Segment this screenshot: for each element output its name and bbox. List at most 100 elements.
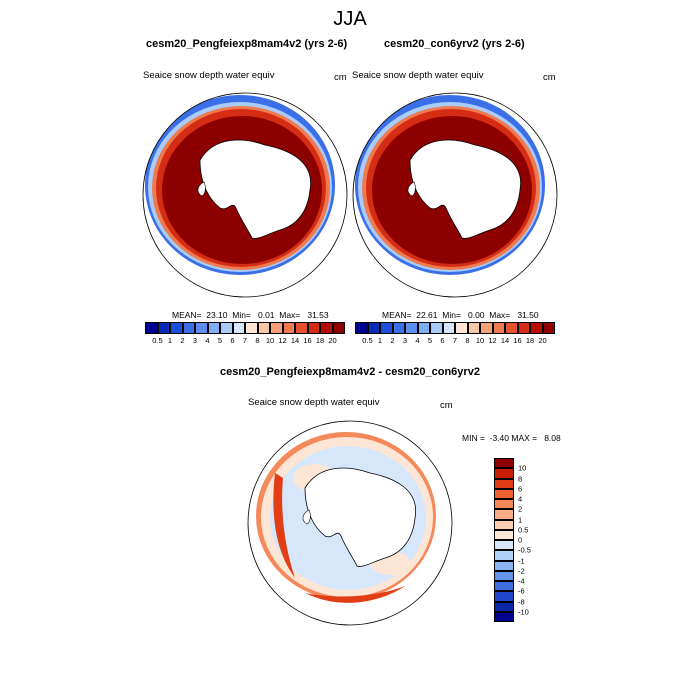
- panel-1-variable: Seaice snow depth water equiv: [143, 70, 275, 81]
- diff-colorbar: [494, 458, 514, 622]
- diff-colorbar-tick-label: 10: [518, 463, 527, 473]
- left-colorbar-tick-label: 4: [205, 336, 210, 345]
- left-colorbar-swatch: [170, 322, 183, 334]
- left-colorbar-swatch: [207, 322, 220, 334]
- right-colorbar-swatch: [505, 322, 518, 334]
- left-colorbar-tick-label: 16: [303, 336, 312, 345]
- panel-2-title: cesm20_con6yrv2 (yrs 2-6): [384, 38, 525, 50]
- left-colorbar-tick-label: 3: [192, 336, 198, 345]
- panel-2-stats: MEAN= 22.61 Min= 0.00 Max= 31.50: [382, 310, 539, 320]
- left-colorbar-swatch: [220, 322, 233, 334]
- diff-colorbar-tick-label: 1: [518, 515, 523, 524]
- right-colorbar-swatch: [442, 322, 455, 334]
- right-colorbar-swatch: [467, 322, 480, 334]
- panel-2-unit: cm: [543, 72, 556, 83]
- panel-1-unit: cm: [334, 72, 347, 83]
- right-colorbar-tick-label: 0.5: [362, 336, 373, 345]
- left-colorbar-tick-label: 7: [242, 336, 248, 345]
- left-colorbar-swatch: [270, 322, 283, 334]
- panel-1-title: cesm20_Pengfeiexp8mam4v2 (yrs 2-6): [146, 38, 348, 50]
- right-colorbar-swatch: [392, 322, 405, 334]
- left-colorbar-tick-label: 5: [217, 336, 223, 345]
- diff-colorbar-swatch: [494, 611, 514, 622]
- right-colorbar-tick-label: 2: [390, 336, 395, 345]
- left-colorbar-swatch: [157, 322, 170, 334]
- panel-1-stats: MEAN= 23.10 Min= 0.01 Max= 31.53: [172, 310, 329, 320]
- right-colorbar-swatch: [517, 322, 530, 334]
- diff-colorbar-tick-label: 6: [518, 484, 523, 494]
- diff-colorbar-tick-label: -4: [518, 576, 525, 586]
- right-colorbar-tick-label: 10: [475, 336, 485, 345]
- left-colorbar-swatch: [182, 322, 195, 334]
- right-colorbar-swatch: [380, 322, 393, 334]
- left-colorbar-swatch: [232, 322, 245, 334]
- left-colorbar-swatch: [307, 322, 320, 334]
- right-colorbar-tick-label: 5: [427, 336, 433, 345]
- colorbar-left: 0.5 1 2 3 4 5 6 7 8 10 12 14 16 18 20: [145, 322, 345, 345]
- diff-colorbar-tick-label: -1: [518, 556, 525, 565]
- right-colorbar-swatch: [405, 322, 418, 334]
- right-colorbar-swatch: [480, 322, 493, 334]
- diff-colorbar-tick-label: 8: [518, 474, 523, 483]
- diff-colorbar-swatch: [494, 570, 514, 581]
- right-colorbar-tick-label: 4: [415, 336, 420, 345]
- diff-colorbar-swatch: [494, 581, 514, 592]
- diff-colorbar-tick-label: 4: [518, 494, 523, 504]
- right-colorbar-tick-label: 16: [513, 336, 522, 345]
- left-colorbar-tick-label: 14: [290, 336, 300, 345]
- right-colorbar-swatch: [417, 322, 430, 334]
- right-colorbar-swatch: [492, 322, 505, 334]
- diff-colorbar-swatch: [494, 519, 514, 530]
- right-colorbar-tick-label: 3: [402, 336, 408, 345]
- panel-1-map: [142, 92, 348, 298]
- diff-colorbar-tick-label: 0: [518, 535, 523, 545]
- right-colorbar-swatch: [367, 322, 380, 334]
- left-colorbar-tick-label: 10: [265, 336, 275, 345]
- right-colorbar-tick-label: 6: [440, 336, 445, 345]
- left-colorbar-tick-label: 20: [328, 336, 337, 345]
- left-colorbar-swatch: [320, 322, 333, 334]
- diff-panel-title: cesm20_Pengfeiexp8mam4v2 - cesm20_con6yr…: [220, 366, 480, 378]
- left-colorbar-tick-label: 2: [180, 336, 185, 345]
- right-colorbar-swatch: [455, 322, 468, 334]
- left-colorbar-swatch: [332, 322, 345, 334]
- diff-colorbar-labels: 10 8 6 4 2 1 0.5 0 -0.5 -1 -2 -4 -6 -8 -10: [518, 458, 558, 622]
- diff-colorbar-swatch: [494, 478, 514, 489]
- diff-colorbar-tick-label: -2: [518, 566, 525, 576]
- right-colorbar-swatch: [430, 322, 443, 334]
- figure-title: JJA: [333, 8, 367, 30]
- diff-colorbar-tick-label: -8: [518, 597, 525, 606]
- diff-colorbar-swatch: [494, 488, 514, 499]
- right-colorbar-swatch: [355, 322, 368, 334]
- diff-colorbar-swatch: [494, 458, 514, 469]
- diff-colorbar-swatch: [494, 509, 514, 520]
- diff-colorbar-swatch: [494, 591, 514, 602]
- left-colorbar-swatch: [282, 322, 295, 334]
- diff-colorbar-tick-label: -6: [518, 586, 525, 596]
- diff-panel-variable: Seaice snow depth water equiv: [248, 397, 380, 408]
- left-colorbar-tick-label: 0.5: [152, 336, 163, 345]
- panel-2-variable: Seaice snow depth water equiv: [352, 70, 484, 81]
- right-colorbar-swatch: [530, 322, 543, 334]
- right-colorbar-tick-label: 12: [488, 336, 497, 345]
- diff-panel-unit: cm: [440, 400, 453, 411]
- right-colorbar-tick-label: 7: [452, 336, 458, 345]
- left-colorbar-swatch: [195, 322, 208, 334]
- diff-colorbar-tick-label: 0.5: [518, 525, 529, 535]
- diff-colorbar-swatch: [494, 499, 514, 510]
- panel-2-map: [352, 92, 558, 298]
- left-colorbar-tick-label: 6: [230, 336, 235, 345]
- diff-colorbar-swatch: [494, 601, 514, 612]
- diff-colorbar-tick-label: 2: [518, 504, 523, 514]
- left-colorbar-tick-label: 1: [167, 336, 173, 345]
- diff-map: [247, 420, 453, 626]
- right-colorbar-tick-label: 20: [538, 336, 547, 345]
- diff-colorbar-tick-label: -10: [518, 607, 529, 617]
- diff-colorbar-swatch: [494, 468, 514, 479]
- diff-panel-stats: MIN = -3.40 MAX = 8.08: [462, 433, 561, 443]
- colorbar-right: 0.5 1 2 3 4 5 6 7 8 10 12 14 16 18 20: [355, 322, 555, 345]
- diff-colorbar-swatch: [494, 540, 514, 551]
- diff-colorbar-tick-label: -0.5: [518, 545, 531, 555]
- left-colorbar-swatch: [295, 322, 308, 334]
- left-colorbar-swatch: [257, 322, 270, 334]
